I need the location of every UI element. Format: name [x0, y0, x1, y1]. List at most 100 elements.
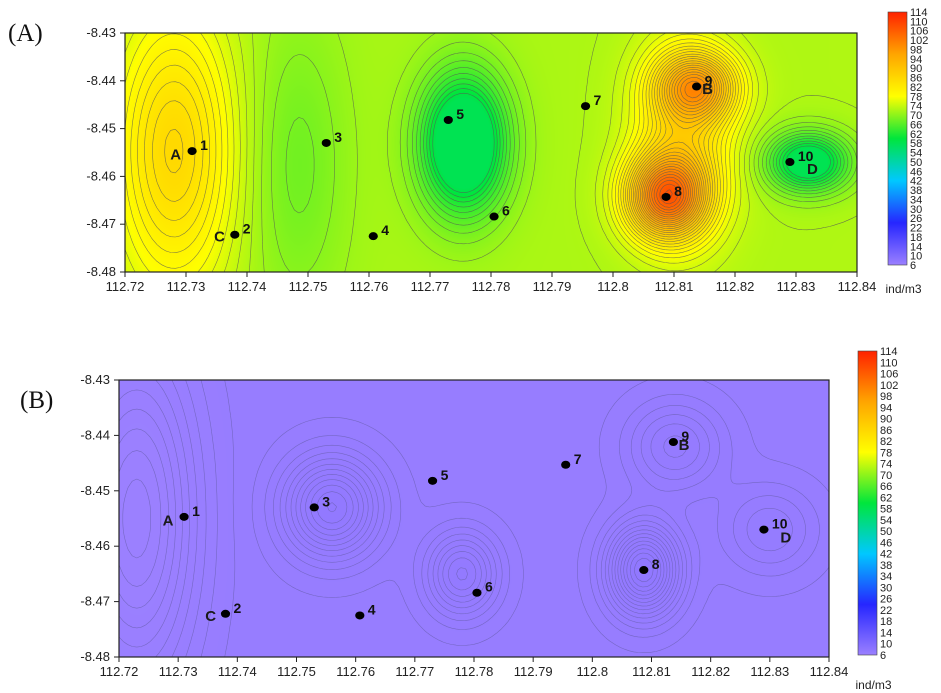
- y-tick-label: -8.43: [80, 372, 110, 387]
- colorbar-tick-label: 78: [910, 91, 922, 103]
- colorbar-tick-label: 30: [910, 204, 922, 216]
- x-tick-label: 112.73: [159, 664, 198, 679]
- colorbar-tick-label: 14: [880, 627, 892, 639]
- station-marker: [639, 566, 649, 575]
- station-label: 2: [234, 600, 242, 616]
- colorbar-tick-label: 102: [910, 35, 928, 47]
- station-label: 1: [200, 137, 208, 153]
- station-label: 3: [334, 129, 342, 145]
- colorbar-tick-label: 34: [880, 571, 892, 583]
- station-label: 9: [681, 428, 689, 444]
- y-tick-label: -8.47: [86, 216, 116, 231]
- colorbar-tick-label: 22: [880, 605, 892, 617]
- colorbar-tick-label: 26: [910, 213, 922, 225]
- area-label: D: [780, 529, 791, 546]
- x-tick-label: 112.72: [106, 279, 145, 294]
- contour-fill: [119, 380, 829, 657]
- station-marker: [759, 525, 769, 534]
- station-marker: [230, 230, 240, 239]
- x-tick-label: 112.78: [455, 664, 494, 679]
- colorbar-tick-label: 98: [910, 44, 922, 56]
- station-marker: [472, 588, 482, 597]
- station-label: 4: [381, 222, 389, 238]
- colorbar-tick-label: 98: [880, 391, 892, 403]
- station-marker: [368, 232, 378, 241]
- colorbar-tick-label: 62: [910, 129, 922, 141]
- colorbar-tick-label: 86: [910, 73, 922, 85]
- colorbar-tick-label: 46: [910, 166, 922, 178]
- colorbar-tick-label: 54: [880, 515, 892, 527]
- x-tick-label: 112.81: [632, 664, 671, 679]
- y-tick-label: -8.43: [86, 25, 116, 40]
- contour-map-b: 112.72 112.73 112.74 112.75 112.76 112.77 112.…: [80, 346, 898, 692]
- colorbar: [887, 11, 908, 266]
- station-marker: [321, 138, 331, 147]
- x-tick-label: 112.8: [597, 279, 629, 294]
- x-tick-label: 112.74: [218, 664, 257, 679]
- colorbar-tick-label: 6: [910, 260, 916, 272]
- colorbar-tick-label: 82: [910, 82, 922, 94]
- station-marker: [220, 609, 231, 618]
- contour-map-a: 112.72 112.73 112.74 112.75 112.76 112.77 112.…: [86, 7, 928, 296]
- colorbar-tick-label: 66: [880, 481, 892, 493]
- y-tick-label: -8.45: [80, 483, 110, 498]
- station-marker: [443, 115, 453, 124]
- x-tick-label: 112.74: [228, 279, 267, 294]
- station-marker: [427, 476, 438, 485]
- station-marker: [580, 102, 591, 111]
- colorbar-tick-label: 94: [910, 54, 922, 66]
- area-label: B: [679, 437, 690, 454]
- colorbar-tick-label: 58: [880, 504, 892, 516]
- station-marker: [785, 158, 795, 167]
- colorbar: [857, 350, 878, 656]
- colorbar-tick-label: 18: [880, 616, 892, 628]
- colorbar-tick-label: 62: [880, 492, 892, 504]
- colorbar-tick-label: 38: [910, 185, 922, 197]
- colorbar-tick-label: 70: [910, 110, 922, 122]
- station-label: 6: [502, 203, 510, 219]
- x-tick-label: 112.84: [838, 279, 877, 294]
- contour-lines: [118, 379, 830, 658]
- colorbar-tick-label: 110: [880, 357, 898, 369]
- station-label: 8: [652, 556, 660, 572]
- x-tick-label: 112.8: [577, 664, 609, 679]
- station-marker: [179, 512, 189, 521]
- colorbar-tick-label: 74: [910, 101, 922, 113]
- colorbar-tick-label: 66: [910, 119, 922, 131]
- colorbar-tick-label: 94: [880, 402, 892, 414]
- station-label: 4: [368, 601, 376, 617]
- x-tick-label: 112.83: [777, 279, 816, 294]
- colorbar-tick-label: 14: [910, 241, 922, 253]
- area-label: D: [807, 161, 818, 178]
- colorbar-tick-label: 90: [910, 63, 922, 75]
- y-tick-label: -8.44: [86, 73, 116, 88]
- x-tick-label: 112.78: [472, 279, 511, 294]
- colorbar-tick-label: 58: [910, 138, 922, 150]
- y-tick-label: -8.47: [80, 594, 110, 609]
- panel-label-b: (B): [20, 387, 54, 414]
- station-marker: [668, 438, 678, 447]
- x-tick-label: 112.81: [655, 279, 694, 294]
- colorbar-tick-label: 50: [880, 526, 892, 538]
- panel-label-a: (A): [8, 20, 43, 47]
- colorbar-tick-label: 114: [910, 7, 928, 19]
- area-label: A: [163, 513, 174, 530]
- x-tick-label: 112.82: [691, 664, 730, 679]
- x-tick-label: 112.79: [514, 664, 553, 679]
- x-tick-label: 112.73: [167, 279, 206, 294]
- station-label: 7: [594, 92, 602, 108]
- colorbar-tick-label: 110: [910, 16, 928, 28]
- station-label: 5: [456, 106, 464, 122]
- x-tick-label: 112.76: [350, 279, 389, 294]
- area-label: A: [170, 146, 181, 163]
- colorbar-tick-label: 30: [880, 582, 892, 594]
- station-label: 9: [705, 73, 713, 89]
- colorbar-tick-label: 78: [880, 447, 892, 459]
- station-marker: [561, 460, 571, 469]
- colorbar-tick-label: 34: [910, 194, 922, 206]
- station-label: 8: [674, 183, 682, 199]
- station-marker: [355, 611, 365, 620]
- y-tick-label: -8.45: [86, 121, 116, 136]
- colorbar-tick-label: 102: [880, 380, 898, 392]
